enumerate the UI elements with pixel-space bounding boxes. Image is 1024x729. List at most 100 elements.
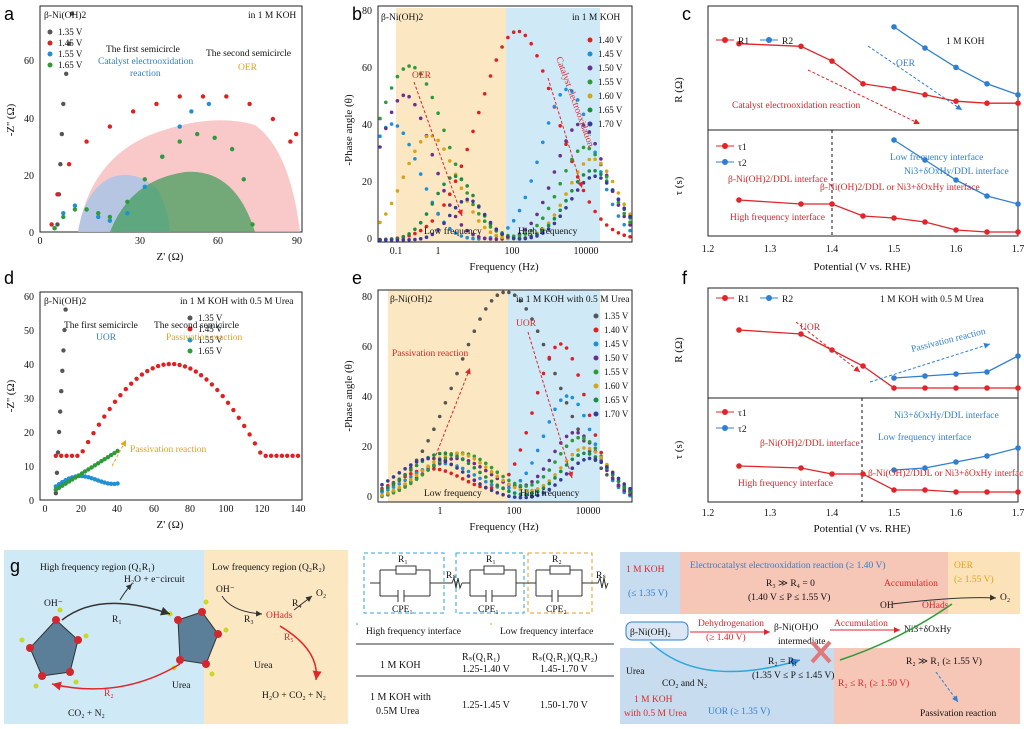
pt-d-145-1 — [59, 453, 64, 458]
scheme-arrow-passiv — [935, 671, 959, 703]
pts-e-pt-6-19 — [489, 479, 494, 484]
pts-b-pt-0-31 — [558, 124, 562, 128]
pts-b-pt-4-8 — [424, 134, 429, 139]
scheme-inter: β-Ni(OH)O — [774, 622, 819, 633]
legend-e-marker-4 — [593, 369, 599, 375]
pts-e-pt-4-16 — [472, 454, 477, 459]
pts-b-pt-4-5 — [407, 161, 411, 166]
pts-b-pt-0-16 — [471, 129, 475, 134]
inset-title-d: β-Ni(OH)2 — [44, 296, 87, 307]
pts-b-pt-0-36 — [587, 200, 592, 204]
panel-letter-c: c — [682, 4, 691, 24]
pts-b-pt-4-42 — [622, 202, 626, 206]
pts-e-pt-3-29 — [547, 458, 552, 463]
pts-b-pt-0-32 — [564, 142, 568, 146]
pts-b-pt-0-43 — [628, 235, 632, 239]
pts-b-pt-1-2 — [389, 122, 394, 126]
pts-b-pt-5-16 — [471, 193, 475, 198]
legend-c-t2: τ2 — [738, 159, 747, 169]
svg-text:10: 10 — [24, 462, 34, 473]
annot-f-lf: Low frequency interface — [878, 432, 971, 443]
pt-d-165-9 — [82, 469, 88, 474]
pts-e-pt-0-21 — [501, 290, 505, 295]
pts-b-pt-2-14 — [459, 223, 464, 227]
scheme-nioxhy: Ni3+δOxHy — [904, 625, 952, 635]
pts-b-pt-2-10 — [436, 171, 440, 176]
pts-e-pt-6-17 — [478, 470, 482, 475]
pts-b-pt-6-6 — [413, 237, 417, 242]
ylabel-f-bottom: τ (s) — [673, 440, 685, 459]
pts-e-pt-4-20 — [495, 470, 500, 475]
pts-b-pt-0-7 — [418, 228, 423, 233]
pts-b-pt-2-31 — [558, 153, 562, 158]
annot-e-uor: UOR — [516, 319, 537, 329]
pts-e-pt-4-17 — [478, 457, 482, 462]
point-a-2-7 — [142, 184, 147, 189]
legend-b-marker-6 — [587, 121, 593, 127]
pts-b-pt-3-15 — [465, 191, 470, 195]
tick-f-x-4: 1.6 — [950, 508, 963, 519]
pts-e-pt-0-9 — [432, 427, 436, 432]
plot-frame-c-bottom — [707, 129, 1019, 237]
pts-b-pt-1-22 — [506, 226, 510, 230]
pts-e-pt-7-34 — [576, 461, 580, 466]
pts-e-pt-7-39 — [605, 465, 609, 469]
pts-b-pt-2-18 — [482, 236, 487, 241]
pts-b-pt-0-14 — [459, 164, 464, 168]
pt-d-155-9 — [82, 474, 88, 479]
point-a-3-1 — [61, 214, 66, 220]
pts-b-pt-5-6 — [413, 227, 417, 232]
pts-b-pt-4-12 — [448, 159, 452, 163]
pts-b-pt-3-26 — [529, 229, 533, 233]
scheme-cross — [810, 640, 832, 664]
pts-e-pt-6-20 — [495, 483, 500, 488]
scheme-accum2: Accumulation — [834, 619, 888, 629]
pts-b-pt-3-28 — [541, 216, 545, 220]
pt-d-145-30 — [215, 387, 220, 393]
scheme-dehyd: Dehydrogenation — [698, 619, 764, 629]
tick-b-y80: 80 — [362, 6, 372, 17]
tick-e-x3: 10000 — [576, 506, 601, 517]
lines-c-pt-1-2 — [953, 64, 959, 71]
pts-b-pt-0-17 — [477, 110, 481, 115]
pts-e-pt-5-1 — [386, 491, 390, 495]
pts-b-pt-2-2 — [389, 110, 394, 115]
pts-e-pt-2-24 — [518, 478, 523, 483]
pts-b-pt-0-41 — [616, 231, 621, 235]
pts-e-pt-1-23 — [512, 462, 517, 466]
pts-b-pt-2-16 — [471, 232, 475, 237]
arrow-g-h2o — [119, 583, 133, 601]
pt-d-145-29 — [209, 382, 215, 387]
legend-c-top: R1 R2 — [716, 37, 793, 47]
tick-b-y0: 0 — [367, 234, 372, 245]
pts-e-pt-3-12 — [449, 457, 454, 461]
tick-b-x1: 0.1 — [390, 246, 403, 257]
pt-d-145-22 — [172, 361, 177, 367]
pt-d-145-5 — [80, 449, 85, 454]
pts-e-pt-5-7 — [420, 469, 425, 473]
pts-e-pt-6-18 — [484, 475, 488, 479]
pts-b-pt-0-24 — [517, 29, 522, 34]
pts-e-pt-6-1 — [386, 485, 390, 489]
pts-b-pt-5-8 — [424, 212, 429, 216]
pts-e-pt-5-0 — [380, 493, 384, 497]
pt-d-145-25 — [188, 366, 193, 371]
pt-d-155-3 — [63, 478, 68, 483]
tick-b-x4: 10000 — [574, 246, 599, 257]
pts-e-pt-5-25 — [524, 488, 528, 493]
arrow-f-passivation — [869, 342, 991, 383]
pt-d-145-8 — [96, 422, 102, 427]
pts-b-pt-3-27 — [535, 223, 539, 228]
scheme-ohm: OH⁻ — [880, 601, 899, 611]
pts-e-pt-5-29 — [547, 479, 552, 483]
pts-b-pt-2-13 — [453, 214, 458, 219]
pts-b-pt-5-12 — [448, 176, 452, 180]
pts-e-pt-5-6 — [414, 473, 419, 478]
legend-a-label-1: 1.45 V — [58, 38, 83, 48]
pts-b-pt-3-37 — [593, 152, 597, 157]
label-interface-lf: Low frequency interface — [500, 626, 593, 637]
pts-b-pt-0-23 — [511, 30, 516, 34]
arrow-b-oer — [413, 81, 463, 217]
tick-f-x-3: 1.5 — [888, 508, 901, 519]
